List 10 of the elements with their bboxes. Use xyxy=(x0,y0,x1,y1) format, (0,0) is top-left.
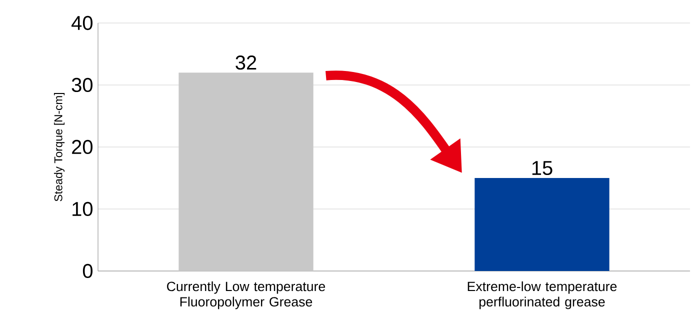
x-tick-label: Extreme-low temperature perfluorinated grease xyxy=(468,281,617,310)
y-axis-title: Steady Torque [N-cm] xyxy=(54,93,65,202)
y-tick-label: 30 xyxy=(72,78,92,92)
y-tick-label: 40 xyxy=(72,16,92,30)
x-tick-label: Currently Low temperature Fluoropolymer Grease xyxy=(167,281,326,310)
y-tick-label: 10 xyxy=(72,202,92,216)
y-tick-label: 0 xyxy=(82,264,93,278)
data-label: 15 xyxy=(532,161,552,176)
data-label: 32 xyxy=(236,55,256,70)
y-tick-label: 20 xyxy=(72,140,92,154)
